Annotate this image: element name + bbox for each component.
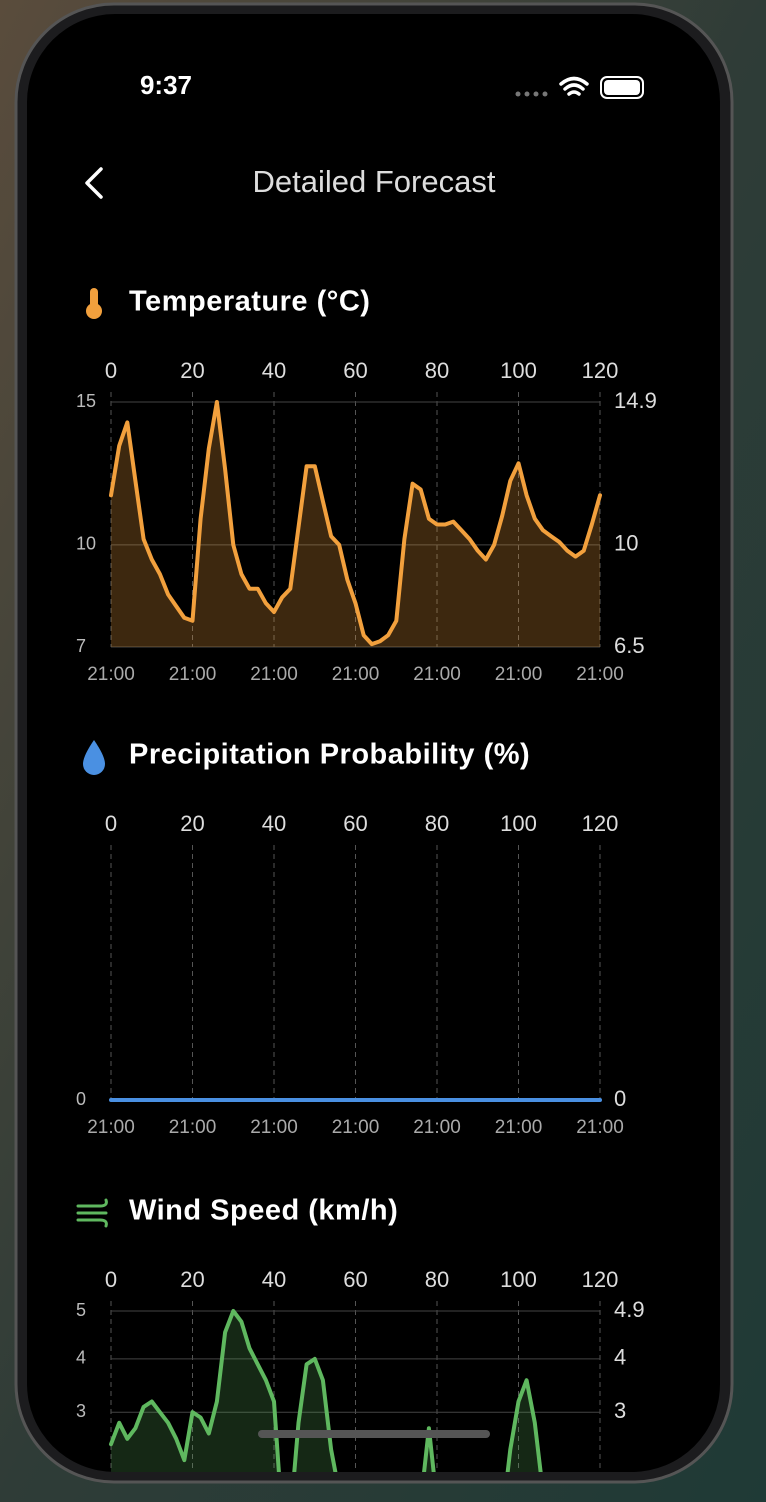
x2-tick-label: 21:00 bbox=[413, 1117, 461, 1138]
y2-tick-label: 14.9 bbox=[614, 388, 657, 413]
x-tick-label: 20 bbox=[180, 1267, 204, 1292]
x-tick-label: 60 bbox=[343, 811, 367, 836]
x2-tick-label: 21:00 bbox=[250, 664, 298, 685]
y-tick-label: 4 bbox=[76, 1348, 86, 1368]
x2-tick-label: 21:00 bbox=[169, 1117, 217, 1138]
y2-tick-label: 0 bbox=[614, 1086, 626, 1111]
y-tick-label: 5 bbox=[76, 1300, 86, 1320]
x2-tick-label: 21:00 bbox=[332, 1117, 380, 1138]
home-indicator bbox=[258, 1430, 490, 1438]
y2-tick-label: 4 bbox=[614, 1345, 626, 1370]
x-tick-label: 80 bbox=[425, 358, 449, 383]
x2-tick-label: 21:00 bbox=[413, 664, 461, 685]
x2-tick-label: 21:00 bbox=[576, 664, 624, 685]
area bbox=[111, 1311, 600, 1472]
x2-tick-label: 21:00 bbox=[576, 1117, 624, 1138]
y-tick-label: 3 bbox=[76, 1401, 86, 1421]
battery bbox=[600, 76, 644, 99]
line bbox=[109, 400, 602, 647]
display bbox=[27, 14, 720, 1472]
x-tick-label: 120 bbox=[582, 811, 619, 836]
x-tick-label: 100 bbox=[500, 811, 537, 836]
nav-title: Detailed Forecast bbox=[253, 164, 496, 199]
battery-level bbox=[604, 80, 640, 95]
y-tick-label: 10 bbox=[76, 534, 96, 554]
y2-tick-label: 6.5 bbox=[614, 633, 645, 658]
y-tick-label: 15 bbox=[76, 391, 96, 411]
y2-tick-label: 3 bbox=[614, 1398, 626, 1423]
wind-icon bbox=[76, 1198, 108, 1228]
x-tick-label: 60 bbox=[343, 1267, 367, 1292]
wifi-icon bbox=[559, 76, 589, 96]
x2-tick-label: 21:00 bbox=[495, 664, 543, 685]
x-tick-label: 0 bbox=[105, 811, 117, 836]
back-button[interactable] bbox=[85, 167, 103, 199]
y-tick-label: 0 bbox=[76, 1089, 86, 1109]
x-tick-label: 0 bbox=[105, 1267, 117, 1292]
x2-tick-label: 21:00 bbox=[495, 1117, 543, 1138]
x-tick-label: 120 bbox=[582, 358, 619, 383]
drop-icon bbox=[83, 740, 105, 775]
x-tick-label: 120 bbox=[582, 1267, 619, 1292]
thermometer-icon bbox=[86, 288, 102, 319]
chart-title: Precipitation Probability (%) bbox=[129, 739, 530, 771]
x-tick-label: 100 bbox=[500, 1267, 537, 1292]
x-tick-label: 80 bbox=[425, 1267, 449, 1292]
x-tick-label: 40 bbox=[262, 1267, 286, 1292]
y-tick-label: 7 bbox=[76, 636, 86, 656]
y2-tick-label: 4.9 bbox=[614, 1297, 645, 1322]
x-tick-label: 80 bbox=[425, 811, 449, 836]
chart-title: Wind Speed (km/h) bbox=[129, 1195, 398, 1227]
chart-title: Temperature (°C) bbox=[129, 286, 370, 318]
signal bbox=[515, 91, 548, 97]
content: 9:37 Detailed Forecast Temperature (°C) 0… bbox=[76, 70, 657, 1472]
clock: 9:37 bbox=[140, 70, 192, 100]
x2-tick-label: 21:00 bbox=[87, 664, 135, 685]
area bbox=[111, 402, 600, 647]
x2-tick-label: 21:00 bbox=[332, 664, 380, 685]
line bbox=[109, 1309, 602, 1472]
x-tick-label: 60 bbox=[343, 358, 367, 383]
x-tick-label: 100 bbox=[500, 358, 537, 383]
x-tick-label: 40 bbox=[262, 358, 286, 383]
x2-tick-label: 21:00 bbox=[169, 664, 217, 685]
x-tick-label: 20 bbox=[180, 358, 204, 383]
x-tick-label: 20 bbox=[180, 811, 204, 836]
y2-tick-label: 10 bbox=[614, 531, 638, 556]
x-tick-label: 0 bbox=[105, 358, 117, 383]
x2-tick-label: 21:00 bbox=[250, 1117, 298, 1138]
x2-tick-label: 21:00 bbox=[87, 1117, 135, 1138]
x-tick-label: 40 bbox=[262, 811, 286, 836]
